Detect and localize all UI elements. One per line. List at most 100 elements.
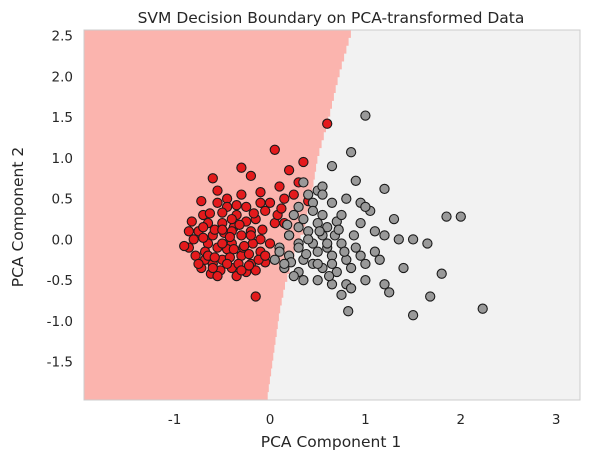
point-gray xyxy=(293,242,304,253)
point-gray xyxy=(441,211,452,222)
point-gray xyxy=(341,193,352,204)
point-gray xyxy=(345,262,357,274)
point-gray xyxy=(298,213,309,225)
point-gray xyxy=(326,160,338,172)
point-red xyxy=(212,185,223,196)
point-red xyxy=(207,173,218,184)
axes: -1 0 1 2 3 -1.5 -1.0 -0.5 0.0 0.5 1.0 1.5 2.0 2.5 xyxy=(47,29,581,428)
point-gray xyxy=(345,283,357,294)
point-red xyxy=(245,230,257,241)
point-red xyxy=(188,234,199,245)
point-red xyxy=(255,197,266,208)
point-gray xyxy=(343,306,354,317)
point-gray xyxy=(322,238,333,249)
point-gray xyxy=(323,270,335,282)
x-tick-label: -1 xyxy=(168,412,181,428)
point-gray xyxy=(336,289,347,301)
region-red xyxy=(84,30,351,400)
point-gray xyxy=(422,238,433,249)
point-gray xyxy=(379,279,390,290)
point-red xyxy=(239,240,250,252)
point-red xyxy=(288,189,299,200)
point-gray xyxy=(326,258,338,270)
point-gray xyxy=(407,234,419,245)
point-red xyxy=(298,156,309,168)
point-red xyxy=(198,232,209,243)
point-gray xyxy=(355,217,366,229)
point-gray xyxy=(355,250,366,261)
point-red xyxy=(236,230,247,241)
point-gray xyxy=(348,230,360,241)
point-gray xyxy=(369,246,381,257)
point-gray xyxy=(398,262,409,274)
point-gray xyxy=(298,177,309,188)
point-gray xyxy=(326,197,338,208)
point-gray xyxy=(360,258,371,270)
point-red xyxy=(248,208,259,219)
point-red xyxy=(183,226,195,237)
point-red xyxy=(193,258,204,270)
point-red xyxy=(274,181,285,192)
point-red xyxy=(234,219,245,230)
x-tick-label: 1 xyxy=(361,412,370,428)
point-gray xyxy=(288,209,299,221)
point-gray xyxy=(288,270,299,282)
y-tick-label: -1.5 xyxy=(47,355,73,371)
point-red xyxy=(236,265,247,276)
point-gray xyxy=(384,287,395,298)
point-red xyxy=(217,224,228,235)
point-gray xyxy=(393,234,404,245)
point-gray xyxy=(312,275,323,286)
point-red xyxy=(283,165,295,176)
point-red xyxy=(217,238,228,249)
point-gray xyxy=(298,275,309,286)
point-red xyxy=(204,208,216,219)
point-gray xyxy=(301,248,312,260)
x-axis-label: PCA Component 1 xyxy=(261,433,401,451)
point-gray xyxy=(336,209,347,221)
point-gray xyxy=(350,242,361,253)
point-red xyxy=(196,195,207,207)
y-tick-label: -0.5 xyxy=(47,273,73,289)
point-red xyxy=(209,252,220,263)
y-tick-label: 1.5 xyxy=(52,110,73,126)
point-gray xyxy=(282,219,293,230)
point-gray xyxy=(339,246,350,257)
point-red xyxy=(228,244,239,255)
point-red xyxy=(224,231,236,243)
point-gray xyxy=(279,258,290,270)
plot-area xyxy=(84,30,580,400)
point-gray xyxy=(374,254,385,265)
point-red xyxy=(279,193,290,204)
point-red xyxy=(212,197,223,208)
point-gray xyxy=(314,226,325,237)
point-gray xyxy=(307,205,319,217)
point-gray xyxy=(317,209,328,221)
point-gray xyxy=(388,213,400,225)
point-red xyxy=(243,248,255,260)
point-red xyxy=(257,224,268,235)
point-red xyxy=(217,207,228,218)
point-red xyxy=(241,201,252,213)
y-tick-label: -1.0 xyxy=(47,314,73,330)
point-red xyxy=(236,162,247,173)
point-red xyxy=(207,262,218,274)
point-gray xyxy=(379,183,390,195)
point-gray xyxy=(360,110,371,121)
y-tick-label: 2.0 xyxy=(52,70,73,86)
point-red xyxy=(226,213,237,225)
y-tick-label: 0.5 xyxy=(52,192,73,208)
point-red xyxy=(243,260,255,271)
chart-title: SVM Decision Boundary on PCA-transformed… xyxy=(138,9,525,27)
point-red xyxy=(260,205,271,217)
point-gray xyxy=(360,201,371,213)
point-gray xyxy=(455,211,466,222)
x-tick-label: 2 xyxy=(457,412,466,428)
point-red xyxy=(186,216,197,227)
point-red xyxy=(212,270,223,282)
point-gray xyxy=(312,258,323,270)
point-gray xyxy=(293,222,304,233)
point-gray xyxy=(317,189,328,200)
x-tick-label: 3 xyxy=(552,412,561,428)
